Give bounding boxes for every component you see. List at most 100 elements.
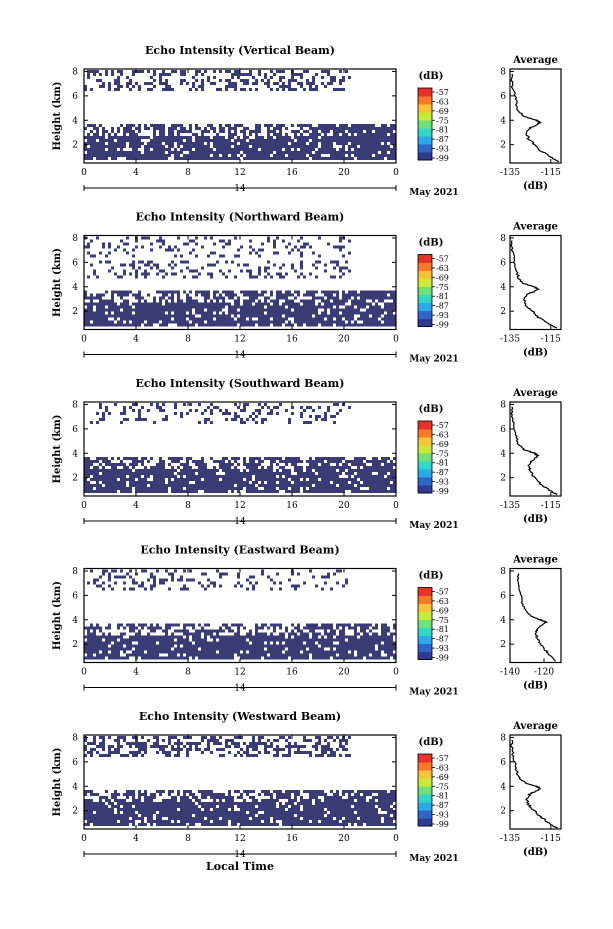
echo-cell [174, 314, 177, 318]
echo-cell [99, 323, 102, 327]
echo-cell [189, 314, 192, 318]
echo-cell [366, 142, 369, 145]
echo-cell [267, 487, 270, 490]
echo-cell [381, 293, 384, 297]
echo-cell [309, 472, 312, 475]
echo-cell [270, 469, 273, 472]
echo-cell [192, 638, 195, 642]
echo-cell [99, 469, 102, 472]
echo-cell [108, 88, 111, 91]
echo-cell [237, 575, 240, 579]
echo-cell [297, 656, 300, 660]
echo-cell [240, 481, 243, 484]
echo-cell [276, 142, 279, 145]
echo-cell [315, 290, 318, 294]
echo-cell [321, 418, 324, 421]
echo-cell [186, 478, 189, 481]
echo-cell [228, 130, 231, 133]
echo-cell [123, 272, 126, 276]
echo-cell [282, 460, 285, 463]
echo-cell [186, 635, 189, 639]
echo-cell [87, 490, 90, 493]
echo-cell [390, 311, 393, 315]
echo-cell [216, 647, 219, 651]
echo-cell [282, 305, 285, 309]
echo-cell [129, 314, 132, 318]
echo-cell [297, 73, 300, 76]
echo-cell [228, 478, 231, 481]
echo-cell [210, 644, 213, 648]
echo-cell [186, 260, 189, 264]
echo-cell [258, 409, 261, 412]
echo-cell [351, 145, 354, 148]
echo-cell [267, 130, 270, 133]
echo-cell [387, 157, 390, 160]
echo-cell [198, 320, 201, 324]
echo-cell [330, 157, 333, 160]
echo-cell [114, 148, 117, 151]
echo-cell [153, 584, 156, 588]
echo-cell [168, 656, 171, 660]
echo-cell [363, 632, 366, 636]
echo-cell [264, 145, 267, 148]
echo-cell [87, 142, 90, 145]
echo-cell [294, 584, 297, 588]
echo-cell [213, 127, 216, 130]
echo-cell [324, 463, 327, 466]
echo-cell [189, 299, 192, 303]
echo-cell [147, 487, 150, 490]
echo-cell [198, 70, 201, 73]
echo-cell [312, 320, 315, 324]
echo-cell [138, 266, 141, 270]
echo-cell [93, 70, 96, 73]
echo-cell [219, 409, 222, 412]
average-y-tick-label: 6 [500, 92, 506, 102]
echo-cell [234, 478, 237, 481]
echo-cell [327, 323, 330, 327]
echo-cell [381, 308, 384, 312]
echo-cell [324, 641, 327, 645]
echo-cell [147, 409, 150, 412]
echo-cell [96, 296, 99, 300]
echo-cell [339, 490, 342, 493]
echo-cell [294, 469, 297, 472]
y-tick-label: 2 [72, 141, 78, 151]
echo-cell [198, 305, 201, 309]
echo-cell [327, 290, 330, 294]
echo-cell [360, 644, 363, 648]
echo-cell [252, 644, 255, 648]
echo-cell [123, 641, 126, 645]
echo-cell [174, 154, 177, 157]
echo-cell [93, 644, 96, 648]
echo-cell [381, 311, 384, 315]
echo-cell [312, 263, 315, 267]
echo-cell [276, 478, 279, 481]
echo-cell [330, 484, 333, 487]
echo-cell [225, 487, 228, 490]
echo-cell [300, 469, 303, 472]
echo-cell [111, 73, 114, 76]
echo-cell [120, 151, 123, 154]
echo-cell [297, 248, 300, 252]
echo-cell [177, 311, 180, 315]
echo-cell [111, 587, 114, 591]
echo-cell [378, 154, 381, 157]
echo-cell [90, 124, 93, 127]
echo-cell [114, 653, 117, 657]
echo-cell [393, 142, 396, 145]
echo-cell [165, 638, 168, 642]
echo-cell [165, 154, 168, 157]
echo-cell [102, 157, 105, 160]
echo-cell [393, 290, 396, 294]
echo-cell [327, 320, 330, 324]
echo-cell [123, 142, 126, 145]
echo-cell [216, 323, 219, 327]
echo-cell [144, 124, 147, 127]
echo-cell [306, 320, 309, 324]
echo-cell [324, 157, 327, 160]
echo-cell [117, 293, 120, 297]
echo-cell [162, 418, 165, 421]
echo-cell [114, 650, 117, 654]
echo-cell [96, 584, 99, 588]
echo-cell [294, 656, 297, 660]
